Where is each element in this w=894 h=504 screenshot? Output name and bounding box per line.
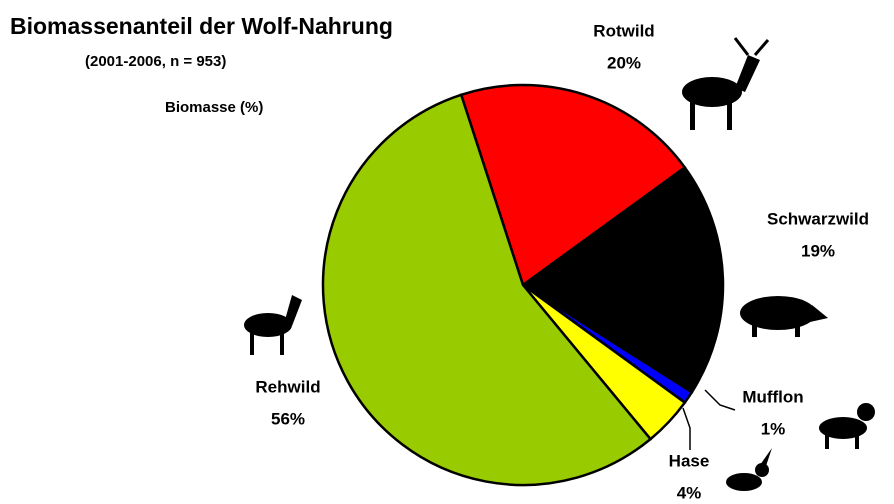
chart-title: Biomassenanteil der Wolf-Nahrung (10, 13, 393, 39)
slice-value-label: 19% (801, 241, 835, 260)
slice-value-label: 56% (271, 409, 305, 428)
pie-slice (520, 165, 725, 394)
slice-label: Hase (669, 451, 710, 470)
boar-icon (740, 296, 828, 337)
roe-icon (244, 295, 302, 355)
hare-icon (726, 448, 772, 491)
mufflon-icon (819, 403, 875, 449)
animal-silhouettes (244, 37, 875, 491)
deer-icon (682, 37, 770, 130)
leader-line (704, 389, 736, 411)
slice-label: Rehwild (255, 377, 320, 396)
leader-line (682, 407, 691, 450)
slice-value-label: 20% (607, 53, 641, 72)
chart-subtitle: (2001-2006, n = 953) (85, 53, 226, 70)
pie-slice (459, 83, 687, 288)
slice-label: Rotwild (593, 21, 654, 40)
slice-label: Schwarzwild (767, 209, 869, 228)
value-label-caption: Biomasse (%) (165, 99, 263, 116)
pie-slice (321, 93, 653, 487)
slice-label: Mufflon (742, 387, 803, 406)
slice-value-label: 1% (761, 419, 786, 438)
slice-value-label: 4% (677, 483, 702, 502)
